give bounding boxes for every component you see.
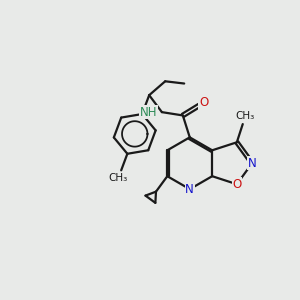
Text: N: N xyxy=(248,157,256,170)
Text: N: N xyxy=(185,183,194,196)
Text: CH₃: CH₃ xyxy=(109,173,128,183)
Text: CH₃: CH₃ xyxy=(236,111,255,121)
Text: NH: NH xyxy=(140,106,158,118)
Text: O: O xyxy=(199,96,208,109)
Text: O: O xyxy=(232,178,242,191)
